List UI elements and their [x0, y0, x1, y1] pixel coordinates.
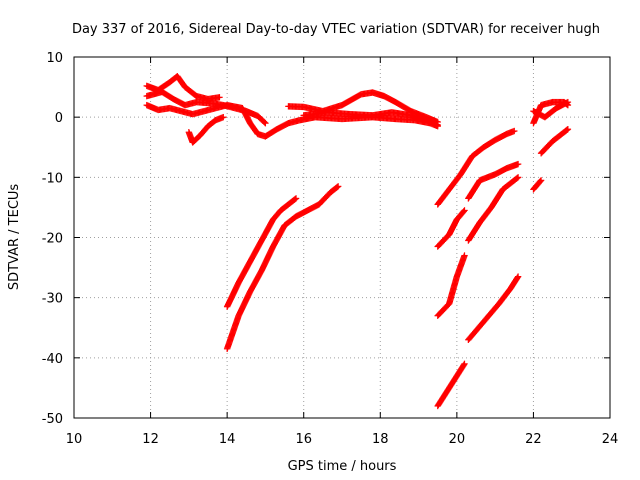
data-point	[461, 252, 468, 259]
data-point	[563, 126, 571, 134]
data-point	[514, 174, 522, 181]
data-point	[460, 361, 468, 369]
data-point	[262, 119, 269, 127]
data-point	[564, 126, 572, 133]
data-point	[563, 127, 570, 134]
data-point	[216, 94, 223, 101]
y-tick-label: -50	[42, 412, 63, 427]
data-point	[511, 127, 518, 135]
y-tick-labels: 10 0 -10 -20 -30 -40 -50	[42, 51, 63, 427]
chart-title: Day 337 of 2016, Sidereal Day-to-day VTE…	[72, 22, 600, 37]
y-tick-label: -40	[42, 352, 63, 367]
data-point	[514, 174, 521, 182]
y-tick-label: 10	[46, 51, 63, 66]
data-point	[461, 207, 468, 214]
data-point	[514, 274, 521, 281]
x-axis-label: GPS time / hours	[288, 459, 397, 474]
x-tick-label: 10	[66, 432, 83, 447]
data-point	[514, 273, 522, 280]
x-tick-labels: 10 12 14 16 18 20 22 24	[66, 432, 619, 447]
y-axis-label: SDTVAR / TECUs	[7, 184, 22, 291]
y-tick-label: -20	[42, 232, 63, 247]
data-point	[220, 113, 227, 121]
data-point	[537, 178, 544, 185]
x-tick-label: 16	[295, 432, 312, 447]
x-tick-label: 22	[525, 432, 542, 447]
data-point	[537, 177, 545, 184]
data-point	[434, 121, 441, 129]
data-point	[292, 195, 299, 203]
x-tick-label: 24	[602, 432, 619, 447]
y-tick-label: 0	[55, 111, 63, 126]
x-tick-label: 12	[142, 432, 159, 447]
x-tick-label: 20	[449, 432, 466, 447]
data-point	[261, 119, 268, 126]
data-point	[292, 195, 300, 202]
y-tick-label: -30	[42, 292, 63, 307]
axis-ticks	[73, 56, 611, 419]
data-point	[564, 98, 572, 106]
x-tick-label: 18	[372, 432, 389, 447]
y-tick-label: -10	[42, 171, 63, 186]
data-point	[334, 183, 342, 190]
data-point	[514, 160, 522, 168]
x-tick-label: 14	[219, 432, 236, 447]
data-point	[460, 208, 467, 215]
data-point	[334, 183, 341, 191]
data-point	[461, 360, 468, 368]
data-points	[143, 73, 572, 410]
